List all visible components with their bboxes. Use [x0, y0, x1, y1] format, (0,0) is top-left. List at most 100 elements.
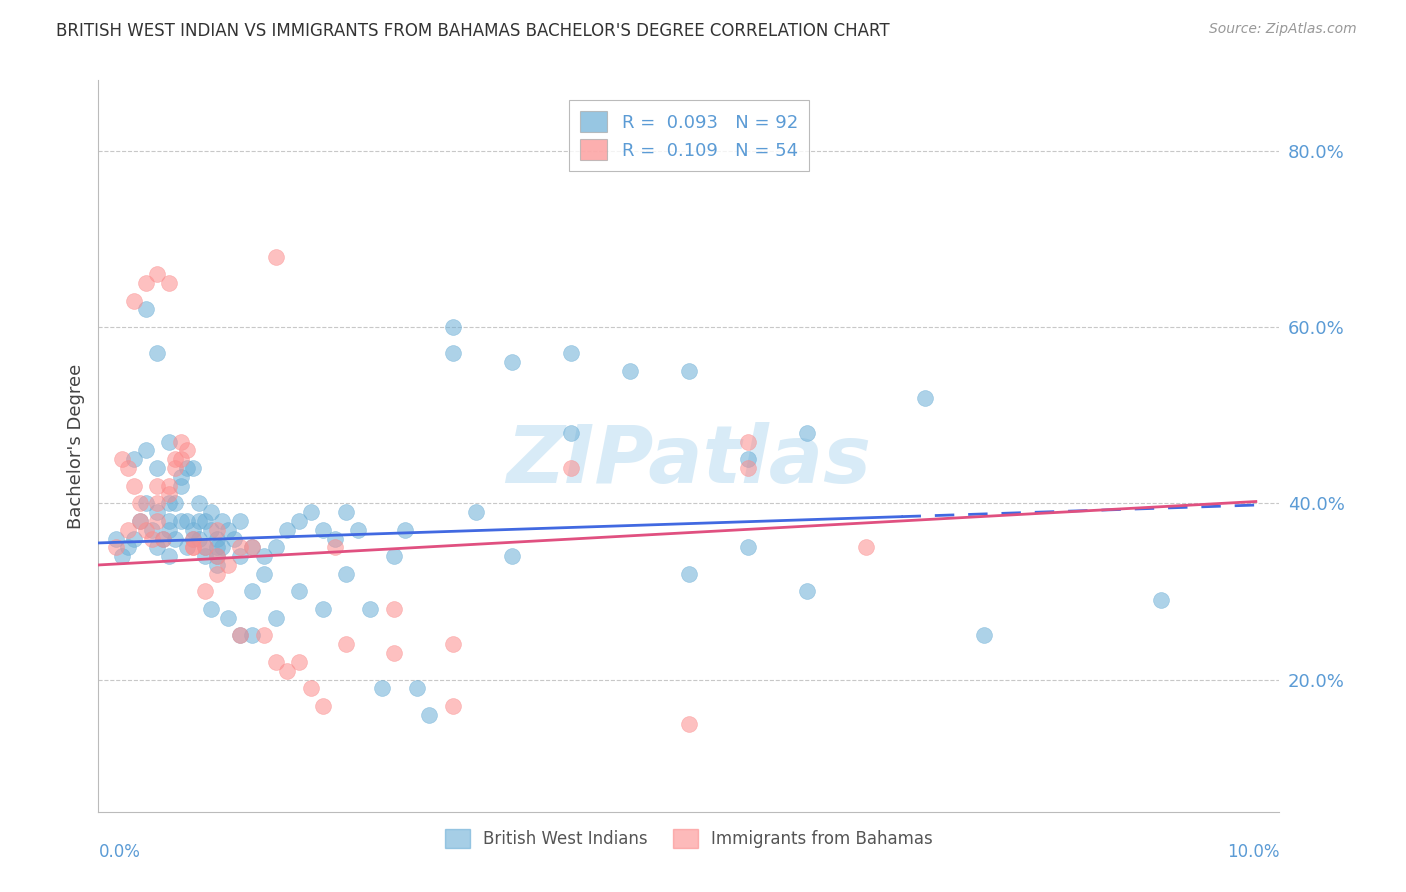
Point: [737, 461, 759, 475]
Point: [335, 566, 357, 581]
Point: [157, 496, 180, 510]
Point: [146, 346, 169, 360]
Point: [170, 452, 193, 467]
Point: [135, 443, 157, 458]
Point: [205, 549, 228, 563]
Point: [135, 496, 157, 510]
Point: [465, 505, 488, 519]
Y-axis label: Bachelor's Degree: Bachelor's Degree: [66, 363, 84, 529]
Point: [312, 698, 335, 713]
Point: [382, 549, 405, 563]
Point: [312, 523, 335, 537]
Point: [122, 532, 145, 546]
Point: [165, 461, 187, 475]
Point: [217, 558, 239, 572]
Point: [394, 523, 416, 537]
Point: [141, 532, 163, 546]
Point: [678, 364, 700, 378]
Point: [157, 478, 180, 492]
Point: [441, 346, 464, 360]
Point: [299, 505, 322, 519]
Point: [117, 523, 139, 537]
Legend: British West Indians, Immigrants from Bahamas: British West Indians, Immigrants from Ba…: [439, 822, 939, 855]
Point: [205, 541, 228, 555]
Point: [560, 425, 582, 440]
Point: [117, 461, 139, 475]
Point: [146, 267, 169, 281]
Point: [1150, 593, 1173, 607]
Point: [276, 523, 298, 537]
Point: [382, 602, 405, 616]
Point: [111, 452, 134, 467]
Point: [146, 514, 169, 528]
Point: [406, 681, 429, 696]
Point: [111, 549, 134, 563]
Point: [224, 532, 246, 546]
Point: [128, 514, 150, 528]
Point: [128, 496, 150, 510]
Point: [135, 523, 157, 537]
Point: [194, 584, 217, 599]
Point: [560, 461, 582, 475]
Point: [560, 346, 582, 360]
Point: [176, 443, 198, 458]
Point: [176, 541, 198, 555]
Point: [796, 584, 818, 599]
Point: [170, 478, 193, 492]
Point: [200, 602, 222, 616]
Point: [194, 541, 217, 555]
Point: [165, 532, 187, 546]
Point: [122, 452, 145, 467]
Point: [914, 391, 936, 405]
Point: [170, 514, 193, 528]
Point: [194, 514, 217, 528]
Text: BRITISH WEST INDIAN VS IMMIGRANTS FROM BAHAMAS BACHELOR'S DEGREE CORRELATION CHA: BRITISH WEST INDIAN VS IMMIGRANTS FROM B…: [56, 22, 890, 40]
Point: [229, 541, 252, 555]
Point: [441, 698, 464, 713]
Point: [264, 611, 287, 625]
Point: [229, 514, 252, 528]
Point: [229, 628, 252, 642]
Point: [152, 532, 174, 546]
Point: [240, 584, 263, 599]
Point: [181, 461, 204, 475]
Point: [128, 514, 150, 528]
Point: [276, 664, 298, 678]
Text: 0.0%: 0.0%: [98, 843, 141, 861]
Point: [359, 602, 381, 616]
Point: [170, 434, 193, 449]
Point: [264, 250, 287, 264]
Point: [165, 496, 187, 510]
Point: [157, 434, 180, 449]
Point: [157, 487, 180, 501]
Point: [501, 355, 523, 369]
Point: [141, 523, 163, 537]
Point: [299, 681, 322, 696]
Point: [205, 558, 228, 572]
Point: [973, 628, 995, 642]
Point: [157, 523, 180, 537]
Point: [371, 681, 394, 696]
Point: [105, 532, 128, 546]
Point: [240, 541, 263, 555]
Point: [678, 716, 700, 731]
Point: [264, 655, 287, 669]
Point: [418, 707, 440, 722]
Point: [146, 478, 169, 492]
Point: [157, 549, 180, 563]
Point: [187, 496, 209, 510]
Point: [200, 505, 222, 519]
Point: [323, 541, 346, 555]
Point: [181, 523, 204, 537]
Point: [181, 541, 204, 555]
Point: [229, 549, 252, 563]
Point: [122, 293, 145, 308]
Point: [253, 628, 276, 642]
Text: 10.0%: 10.0%: [1227, 843, 1279, 861]
Point: [229, 628, 252, 642]
Point: [501, 549, 523, 563]
Point: [240, 541, 263, 555]
Point: [205, 532, 228, 546]
Point: [181, 541, 204, 555]
Point: [441, 637, 464, 651]
